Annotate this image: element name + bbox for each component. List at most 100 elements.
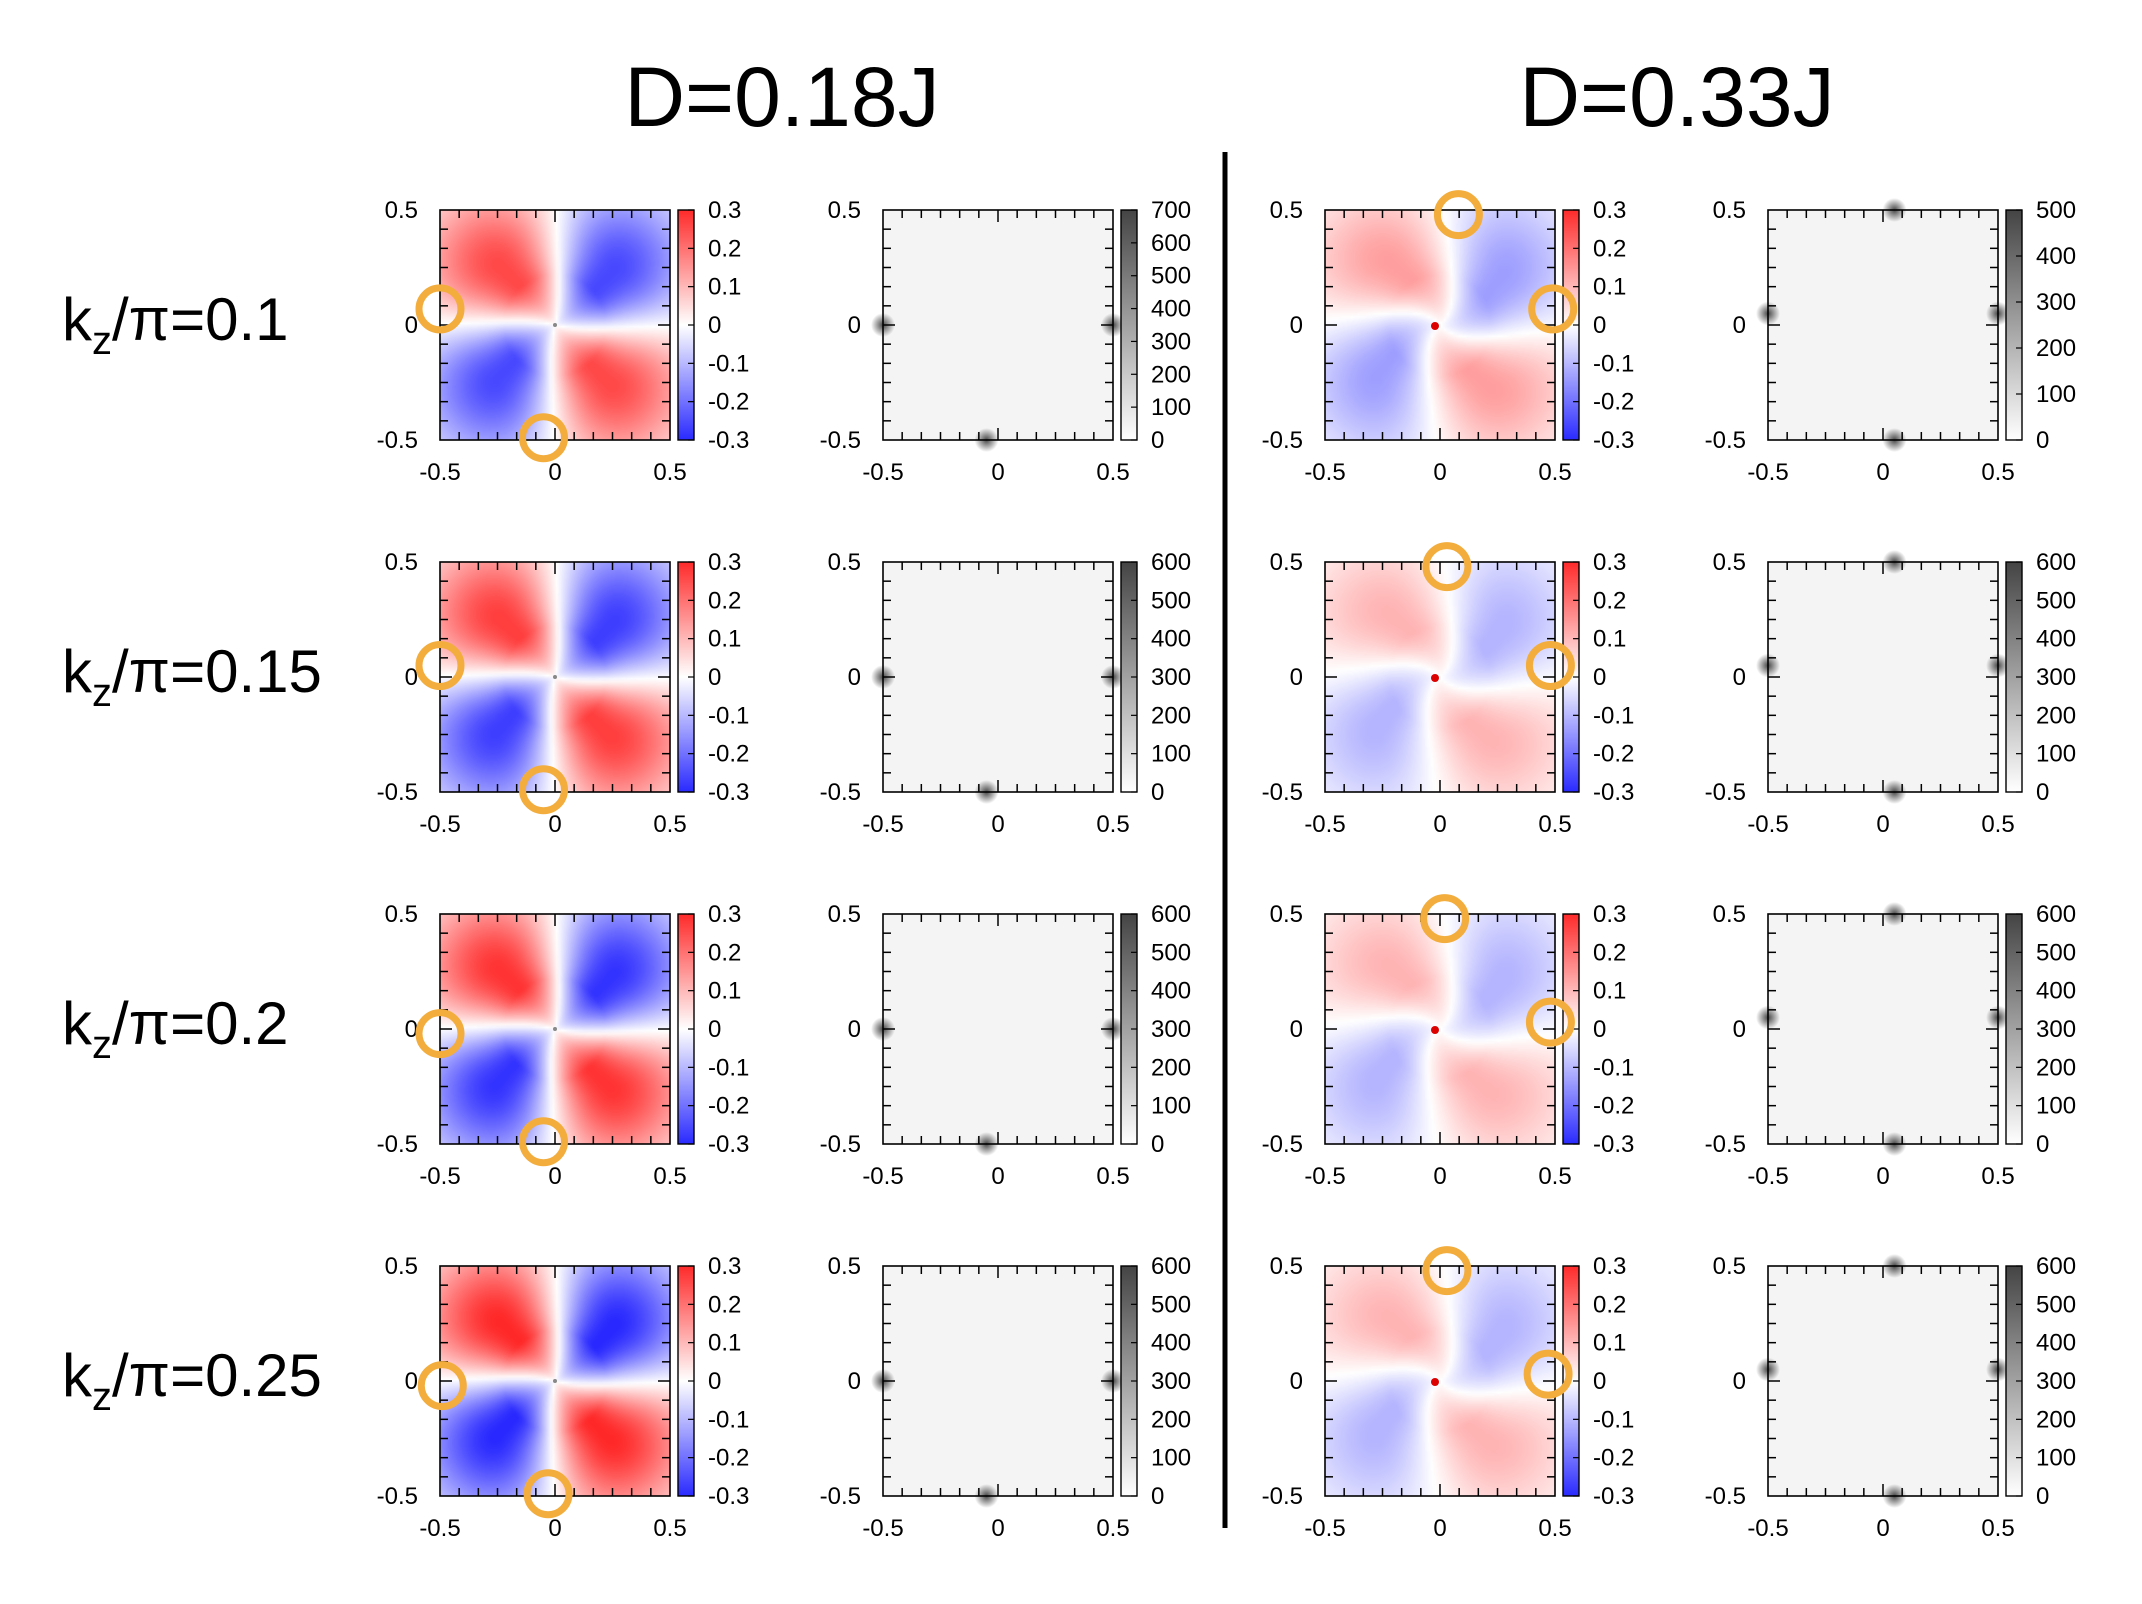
berry-colorbar-tick-label: -0.2: [708, 1093, 749, 1120]
intensity-axes-ytick-label: 0.5: [1713, 549, 1746, 576]
berry-center-point: [553, 323, 557, 327]
intensity-axes-xtick-label: 0: [991, 1163, 1004, 1190]
intensity-axes-xtick-label: 0: [991, 1515, 1004, 1542]
intensity-axes-ytick-label: 0.5: [828, 901, 861, 928]
berry-heatmap: [1325, 562, 1555, 792]
berry-axes-frame: [439, 913, 671, 1145]
highlight-ring: [519, 1117, 568, 1167]
row-label-kz: kz/π=0.15: [62, 638, 322, 715]
berry-colorbar-tick-label: 0.3: [1593, 1253, 1626, 1280]
intensity-heatmap: [1768, 210, 1998, 440]
berry-colorbar-tick-label: 0.2: [708, 939, 741, 966]
highlight-ring: [415, 641, 465, 690]
berry-axes-ytick-label: -0.5: [1262, 1483, 1303, 1510]
berry-axes-ytick-label: -0.5: [377, 427, 418, 454]
intensity-axes-ytick-label: 0: [1733, 664, 1746, 691]
intensity-colorbar-tick-label: 200: [2036, 1054, 2076, 1081]
intensity-axes-xtick-label: 0.5: [1981, 811, 2014, 838]
intensity-colorbar-tick-label: 500: [2036, 1291, 2076, 1318]
berry-colorbar-tick-label: 0.2: [1593, 939, 1626, 966]
intensity-axes-ytick-label: 0.5: [1713, 197, 1746, 224]
intensity-axes-xtick-label: 0: [1876, 811, 1889, 838]
intensity-colorbar-tick-label: 100: [1151, 1445, 1191, 1472]
berry-axes-ytick-label: 0: [1290, 1016, 1303, 1043]
highlight-ring: [1525, 641, 1575, 690]
berry-colorbar-tick-label: -0.1: [1593, 1406, 1634, 1433]
berry-colorbar-tick-label: 0.1: [1593, 626, 1626, 653]
berry-axes-ytick-label: 0.5: [385, 197, 418, 224]
intensity-colorbar-tick-label: 400: [1151, 978, 1191, 1005]
column-title-d033: D=0.33J: [1519, 50, 1834, 144]
intensity-colorbar-tick-label: 0: [2036, 779, 2049, 806]
berry-colorbar-tick-label: 0: [1593, 664, 1606, 691]
highlight-ring: [519, 413, 568, 463]
berry-colorbar-tick-label: 0.1: [1593, 1330, 1626, 1357]
berry-axes-ytick-label: 0: [405, 664, 418, 691]
intensity-axes-xtick-label: 0: [991, 811, 1004, 838]
berry-axes-ytick-label: -0.5: [1262, 427, 1303, 454]
highlight-ring: [519, 765, 568, 815]
intensity-axes-ytick-label: 0.5: [828, 549, 861, 576]
berry-colorbar-tick-label: -0.2: [1593, 1093, 1634, 1120]
highlight-ring: [417, 1361, 467, 1411]
berry-panel: -0.5 0 0.5 0.5 0 -0.5 0.3 0.2 0.1 0 -0.1 -0.2 -0.3: [377, 549, 750, 838]
row-label-kz: kz/π=0.25: [62, 1342, 322, 1419]
berry-axes-xtick-label: 0: [548, 459, 561, 486]
intensity-colorbar-tick-label: 400: [2036, 978, 2076, 1005]
intensity-axes-xtick-label: 0: [1876, 1163, 1889, 1190]
intensity-colorbar-tick-label: 300: [2036, 1368, 2076, 1395]
berry-colorbar-tick-label: 0.3: [708, 549, 741, 576]
berry-center-point: [553, 1027, 557, 1031]
intensity-axes-frame: [882, 209, 1114, 441]
berry-axes-ytick-label: -0.5: [377, 1483, 418, 1510]
intensity-panel: -0.5 0 0.5 0.5 0 -0.5 600 500 400 300 200 100 0: [1705, 549, 2076, 838]
intensity-colorbar-tick-label: 500: [1151, 587, 1191, 614]
berry-colorbar-tick-label: 0: [708, 1016, 721, 1043]
berry-axes-xtick-label: 0: [1433, 811, 1446, 838]
intensity-axes-xtick-label: -0.5: [1747, 1163, 1788, 1190]
berry-colorbar-tick-label: -0.1: [708, 702, 749, 729]
intensity-colorbar-tick-label: 200: [2036, 335, 2076, 362]
intensity-colorbar-tick-label: 500: [1151, 263, 1191, 290]
intensity-axes-xtick-label: 0: [1876, 459, 1889, 486]
intensity-axes-ytick-label: -0.5: [1705, 1483, 1746, 1510]
intensity-colorbar-tick-label: 300: [2036, 664, 2076, 691]
berry-axes-xtick-label: 0: [548, 1515, 561, 1542]
berry-colorbar-tick-label: -0.1: [1593, 350, 1634, 377]
intensity-colorbar-tick-label: 100: [1151, 394, 1191, 421]
berry-colorbar-tick-label: -0.1: [708, 1406, 749, 1433]
intensity-axes-frame: [1767, 561, 1999, 793]
intensity-axes-ytick-label: -0.5: [1705, 1131, 1746, 1158]
intensity-axes-xtick-label: 0.5: [1981, 1515, 2014, 1542]
berry-colorbar-tick-label: -0.2: [1593, 1445, 1634, 1472]
intensity-colorbar-tick-label: 400: [2036, 243, 2076, 270]
intensity-colorbar-tick-label: 0: [1151, 779, 1164, 806]
berry-colorbar-tick-label: -0.3: [708, 779, 749, 806]
intensity-colorbar-tick-label: 600: [1151, 1253, 1191, 1280]
intensity-panel: -0.5 0 0.5 0.5 0 -0.5 500 400 300 200 100 0: [1705, 197, 2076, 486]
berry-axes-xtick-label: -0.5: [1304, 459, 1345, 486]
intensity-colorbar-tick-label: 500: [2036, 197, 2076, 224]
intensity-axes-ytick-label: 0: [848, 312, 861, 339]
berry-colorbar-tick-label: -0.1: [708, 1054, 749, 1081]
intensity-heatmap: [883, 1266, 1113, 1496]
intensity-axes-ytick-label: -0.5: [820, 1483, 861, 1510]
intensity-axes-ytick-label: 0.5: [828, 1253, 861, 1280]
intensity-colorbar-tick-label: 0: [1151, 427, 1164, 454]
berry-axes-xtick-label: 0: [1433, 1515, 1446, 1542]
berry-colorbar-tick-label: -0.3: [1593, 427, 1634, 454]
berry-colorbar-tick-label: 0.1: [708, 626, 741, 653]
berry-heatmap: [1325, 210, 1555, 440]
berry-heatmap: [1325, 1266, 1555, 1496]
intensity-colorbar-tick-label: 100: [2036, 1445, 2076, 1472]
intensity-axes-frame: [1767, 913, 1999, 1145]
berry-center-point: [1431, 322, 1439, 330]
intensity-axes-ytick-label: 0: [848, 1368, 861, 1395]
highlight-ring: [1422, 1246, 1472, 1296]
intensity-colorbar-tick-label: 0: [2036, 1131, 2049, 1158]
intensity-colorbar-tick-label: 0: [2036, 427, 2049, 454]
intensity-colorbar-tick-label: 600: [1151, 549, 1191, 576]
intensity-colorbar-tick-label: 500: [2036, 587, 2076, 614]
intensity-axes-xtick-label: -0.5: [862, 1163, 903, 1190]
highlight-ring: [1420, 894, 1470, 944]
